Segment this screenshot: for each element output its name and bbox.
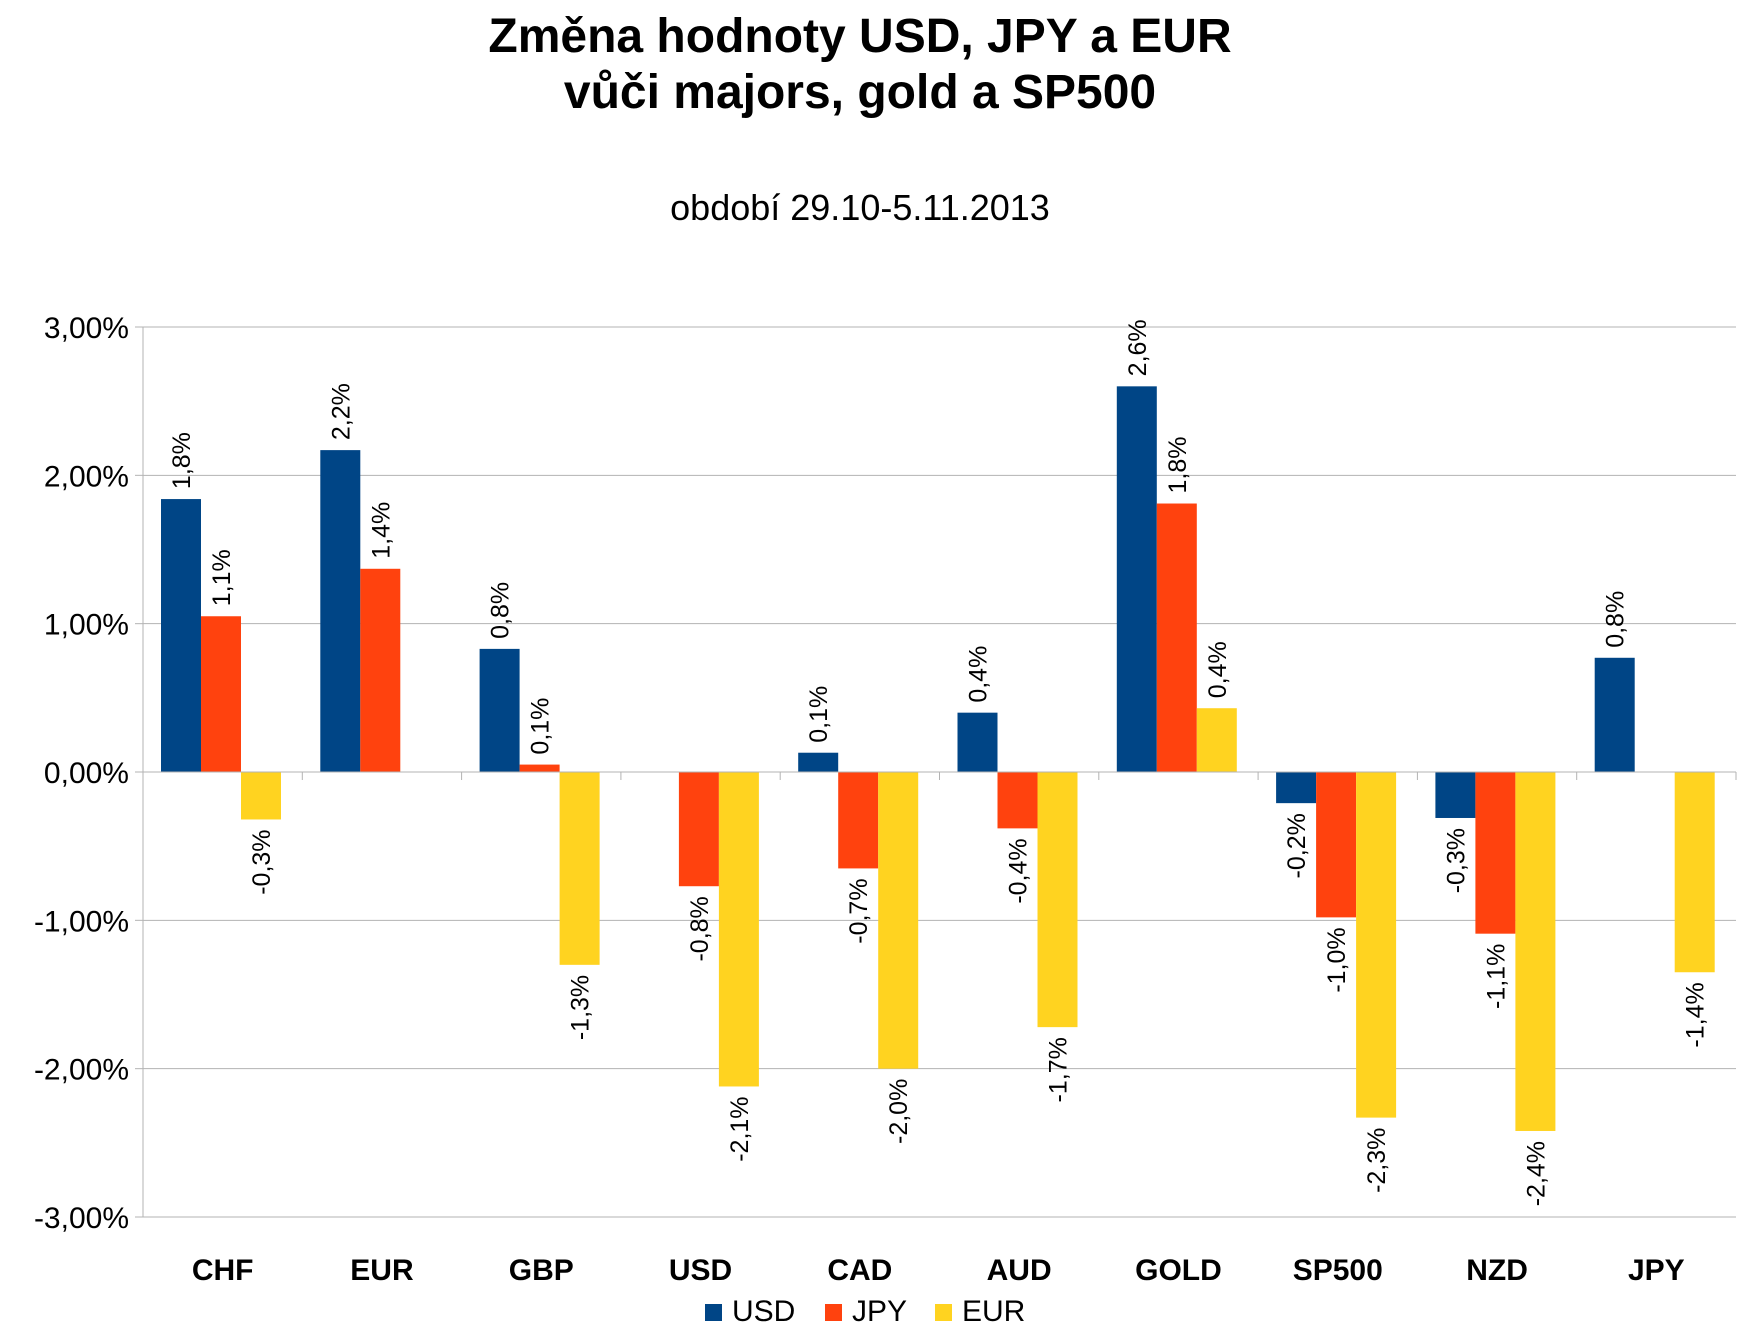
data-label: -0,3% bbox=[1442, 828, 1470, 893]
data-label: -0,2% bbox=[1283, 813, 1311, 878]
bar-jpy bbox=[201, 616, 241, 772]
x-tick-label: NZD bbox=[1466, 1254, 1528, 1287]
data-label: 1,4% bbox=[367, 502, 395, 559]
bar-usd bbox=[1435, 772, 1476, 818]
data-label: 0,4% bbox=[965, 646, 993, 703]
data-label: 0,4% bbox=[1204, 641, 1232, 698]
x-tick-label: SP500 bbox=[1293, 1254, 1383, 1287]
legend-label-jpy: JPY bbox=[852, 1295, 907, 1328]
legend-swatch-jpy bbox=[825, 1304, 842, 1321]
data-label: -0,7% bbox=[845, 878, 873, 943]
chart-title-line-2: vůči majors, gold a SP500 bbox=[564, 66, 1156, 119]
x-tick-label: GOLD bbox=[1135, 1254, 1222, 1287]
bar-jpy bbox=[1475, 772, 1516, 934]
y-tick-label: 1,00% bbox=[44, 609, 129, 642]
bar-jpy bbox=[360, 568, 401, 772]
x-tick-label: JPY bbox=[1628, 1254, 1685, 1287]
x-tick-label: AUD bbox=[987, 1254, 1052, 1287]
plot-area: 3,00% 2,00% 1,00% 0,00% -1,00% -2,00% -3,00% CH… bbox=[34, 312, 1737, 1287]
data-label: -0,3% bbox=[248, 829, 276, 894]
bar-eur bbox=[878, 772, 919, 1069]
x-tick-label: EUR bbox=[350, 1254, 414, 1287]
y-tick-label: 2,00% bbox=[44, 460, 129, 493]
y-tick-label: 3,00% bbox=[44, 312, 129, 345]
x-tick-label: GBP bbox=[509, 1254, 574, 1287]
bar-eur bbox=[559, 772, 600, 965]
data-label: -1,0% bbox=[1323, 927, 1351, 992]
data-label: -1,1% bbox=[1482, 944, 1510, 1009]
y-tick-label: 0,00% bbox=[44, 757, 129, 790]
bar-eur bbox=[718, 772, 759, 1087]
chart-subtitle: období 29.10-5.11.2013 bbox=[670, 187, 1050, 228]
bar-usd bbox=[161, 499, 201, 772]
bar-jpy bbox=[678, 772, 719, 887]
bar-eur bbox=[1037, 772, 1078, 1028]
y-tick-label: -1,00% bbox=[34, 905, 129, 938]
bar-eur bbox=[1515, 772, 1556, 1131]
bar-eur bbox=[1356, 772, 1397, 1118]
data-label: -0,4% bbox=[1005, 838, 1033, 903]
data-label: -1,7% bbox=[1045, 1037, 1073, 1102]
bar-eur bbox=[241, 772, 281, 820]
legend-swatch-eur bbox=[935, 1304, 952, 1321]
data-label: -2,1% bbox=[726, 1096, 754, 1161]
data-label: -2,4% bbox=[1522, 1141, 1550, 1206]
data-label: 2,6% bbox=[1124, 319, 1152, 376]
bar-usd bbox=[957, 712, 998, 772]
data-label: 0,1% bbox=[527, 698, 555, 755]
bar-jpy bbox=[838, 772, 879, 869]
data-label: -1,3% bbox=[567, 975, 595, 1040]
data-label: -1,4% bbox=[1682, 982, 1710, 1047]
bar-usd bbox=[1594, 657, 1635, 772]
legend-label-usd: USD bbox=[732, 1295, 795, 1328]
data-label: 0,8% bbox=[1602, 591, 1630, 648]
chart-title-line-1: Změna hodnoty USD, JPY a EUR bbox=[488, 10, 1231, 63]
data-label: 1,1% bbox=[208, 549, 236, 606]
y-tick-label: -2,00% bbox=[34, 1054, 129, 1087]
bar-jpy bbox=[519, 764, 560, 772]
bar-jpy bbox=[997, 772, 1038, 829]
bar-eur bbox=[1674, 772, 1715, 973]
bar-usd bbox=[320, 450, 361, 772]
data-label: -2,3% bbox=[1363, 1128, 1391, 1193]
data-label: -2,0% bbox=[885, 1079, 913, 1144]
bar-usd bbox=[1276, 772, 1317, 804]
legend-label-eur: EUR bbox=[962, 1295, 1025, 1328]
x-tick-label: CAD bbox=[827, 1254, 892, 1287]
data-label: -0,8% bbox=[686, 896, 714, 961]
data-label: 2,2% bbox=[327, 383, 355, 440]
bar-usd bbox=[798, 752, 839, 772]
bar-jpy bbox=[1316, 772, 1357, 918]
data-label: 0,1% bbox=[805, 686, 833, 743]
x-tick-label: CHF bbox=[192, 1254, 254, 1287]
legend-swatch-usd bbox=[705, 1304, 722, 1321]
data-label: 0,8% bbox=[487, 582, 515, 639]
legend: USD JPY EUR bbox=[705, 1295, 1025, 1328]
data-label: 1,8% bbox=[168, 432, 196, 489]
x-tick-label: USD bbox=[669, 1254, 732, 1287]
bar-usd bbox=[1116, 386, 1157, 772]
bar-usd bbox=[479, 648, 520, 772]
bar-eur bbox=[1196, 708, 1237, 772]
data-label: 1,8% bbox=[1164, 437, 1192, 494]
y-tick-label: -3,00% bbox=[34, 1202, 129, 1235]
bar-jpy bbox=[1156, 503, 1197, 772]
